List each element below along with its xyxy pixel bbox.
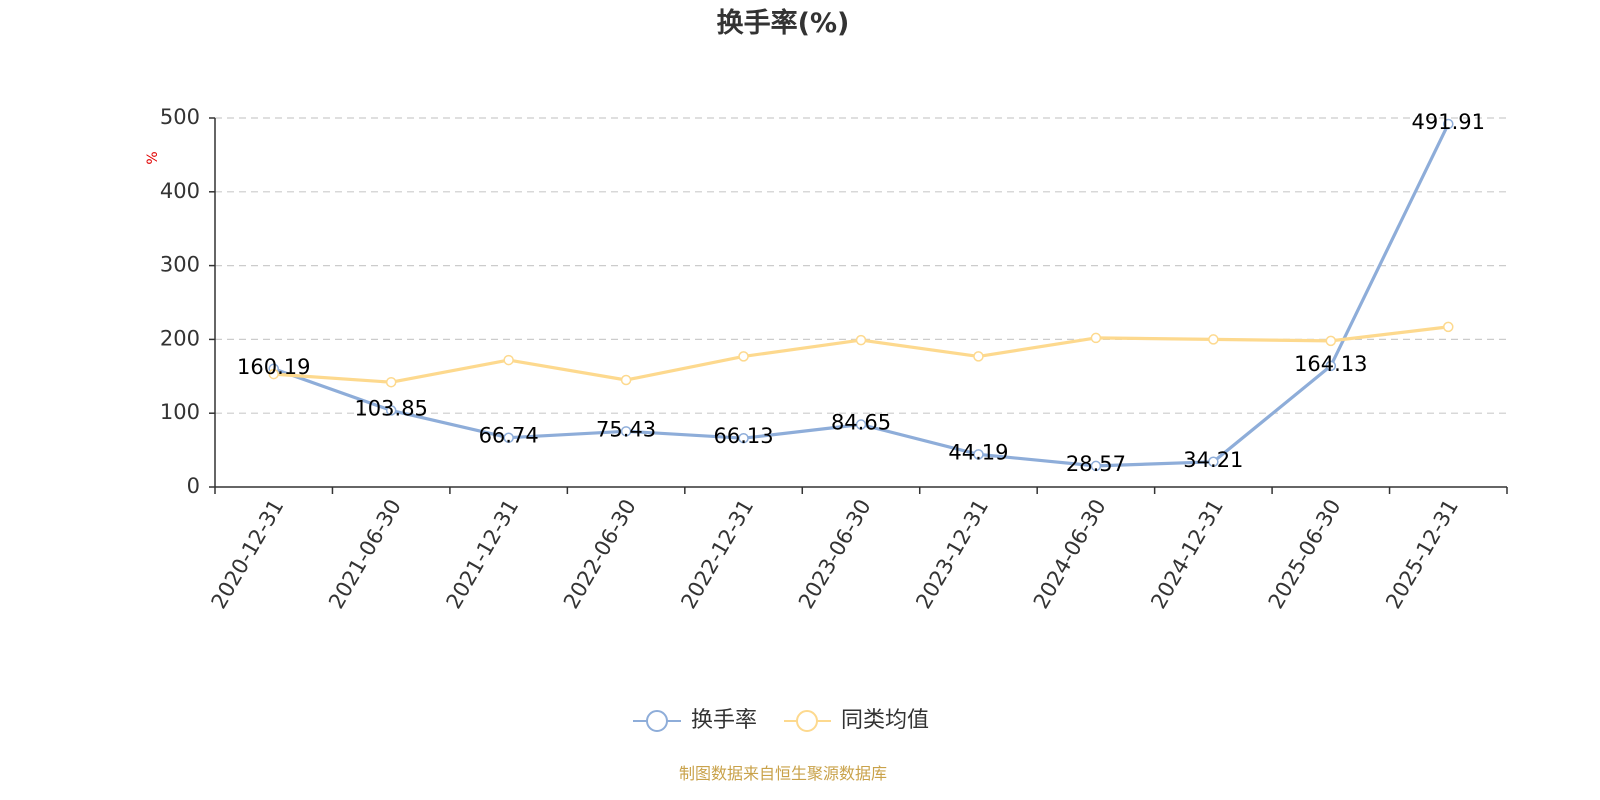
series-0-point [1325, 360, 1337, 372]
series-0-point [855, 419, 867, 430]
y-tick-label: 100 [160, 400, 200, 424]
series-0-point [503, 432, 514, 443]
series-1-point [1208, 334, 1219, 345]
x-tick-label: 2022-12-31 [676, 495, 758, 613]
data-label: 160.19 [237, 355, 310, 379]
legend: 换手率 同类均值 [633, 708, 929, 733]
legend-item-series-0[interactable]: 换手率 [633, 708, 757, 733]
legend-circle-icon [646, 710, 668, 732]
series-0-point [620, 426, 632, 437]
series-0-point [1090, 460, 1102, 472]
x-tick-label: 2021-06-30 [324, 495, 406, 613]
y-tick-label: 500 [160, 105, 200, 129]
data-labels: 160.19 103.85 66.74 75.43 66.13 84.65 44.19 28.… [237, 110, 1485, 476]
data-label: 66.74 [479, 424, 539, 448]
series-0-point [385, 405, 397, 416]
data-label: 491.91 [1412, 110, 1485, 134]
legend-circle-icon [796, 710, 818, 732]
series-0-point [1208, 456, 1219, 468]
data-label: 28.57 [1066, 452, 1126, 476]
chart-title: 换手率(%) [717, 7, 850, 39]
legend-item-series-1[interactable]: 同类均值 [784, 708, 929, 733]
data-label: 66.13 [713, 424, 773, 448]
series-0-point [973, 449, 984, 460]
data-source-footer: 制图数据来自恒生聚源数据库 [679, 764, 887, 783]
x-tick-label: 2023-12-31 [911, 495, 993, 613]
legend-label-series-1: 同类均值 [841, 708, 929, 733]
x-tick-label: 2025-06-30 [1264, 495, 1346, 613]
data-label: 84.65 [831, 411, 891, 435]
series-1-point [1443, 321, 1454, 333]
data-label: 164.13 [1294, 352, 1367, 376]
series-1-point [620, 374, 632, 386]
series-1-point [385, 376, 397, 388]
data-label: 44.19 [948, 440, 1008, 464]
y-tick-label: 0 [187, 474, 200, 498]
x-tick-label: 2020-12-31 [207, 495, 289, 613]
series-0-point [1443, 118, 1454, 130]
x-tick-label: 2022-06-30 [559, 495, 641, 613]
series-layer [268, 118, 1454, 472]
series-1-point [973, 351, 984, 362]
x-tick-label: 2024-06-30 [1029, 495, 1111, 613]
x-tick-label: 2023-06-30 [794, 495, 876, 613]
series-1-point [738, 351, 749, 362]
legend-label-series-0: 换手率 [691, 708, 757, 733]
series-1-point [855, 334, 867, 346]
series-0-point [738, 432, 749, 444]
x-tick-label: 2024-12-31 [1146, 495, 1228, 613]
series-1-point [1325, 335, 1337, 347]
data-label: 103.85 [354, 396, 427, 420]
y-axis-unit: % [145, 151, 161, 164]
data-label: 34.21 [1183, 448, 1243, 472]
x-tick-label: 2025-12-31 [1381, 495, 1463, 613]
y-tick-label: 400 [160, 179, 200, 203]
data-label: 75.43 [596, 417, 656, 441]
series-1-point [503, 354, 514, 366]
series-1-point [268, 368, 279, 380]
y-tick-label: 200 [160, 326, 200, 350]
y-tick-label: 300 [160, 253, 200, 277]
x-tick-label: 2021-12-31 [442, 495, 524, 613]
series-1-point [1090, 332, 1102, 344]
